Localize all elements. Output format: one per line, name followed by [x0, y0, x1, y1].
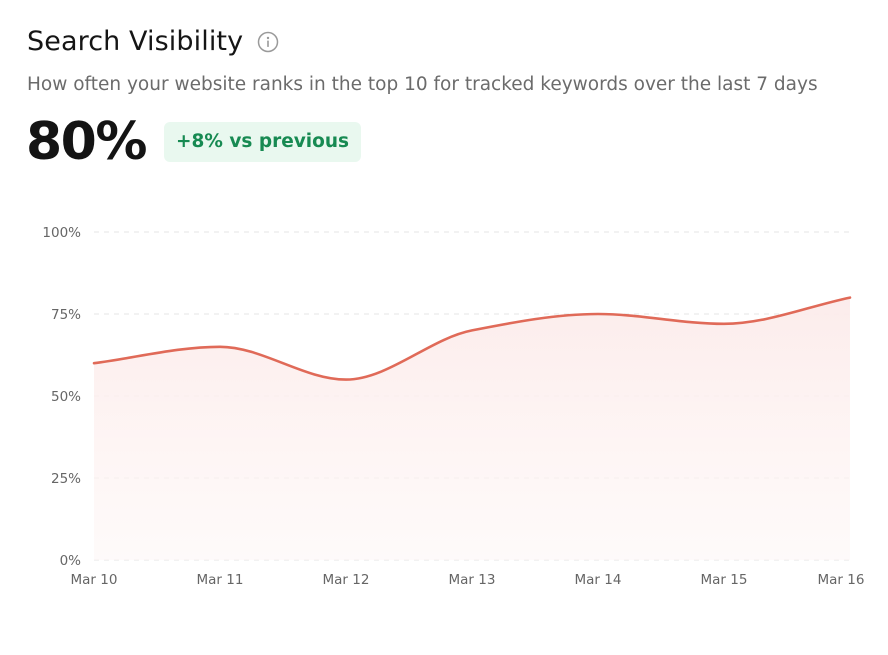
- x-axis-ticks: Mar 10 Mar 11 Mar 12 Mar 13 Mar 14 Mar 15 Mar …: [71, 572, 865, 588]
- card-subtitle: How often your website ranks in the top …: [27, 74, 818, 95]
- x-tick-label: Mar 12: [323, 572, 370, 588]
- x-tick-label: Mar 13: [449, 572, 496, 588]
- series-line: [92, 296, 852, 381]
- line-layer: [92, 296, 852, 381]
- card-title: Search Visibility: [27, 26, 244, 57]
- y-tick-label: 25%: [51, 471, 81, 487]
- metric-value: 80%: [26, 112, 147, 172]
- x-tick-label: Mar 11: [197, 572, 244, 588]
- y-tick-label: 75%: [51, 307, 81, 323]
- x-tick-label: Mar 14: [575, 572, 622, 588]
- visibility-chart: 0% 25% 50% 75% 100% Mar 10 Mar 11 Mar 12 Mar 13…: [42, 225, 865, 588]
- series-area: [94, 297, 850, 560]
- y-tick-label: 0%: [60, 553, 82, 569]
- x-tick-label: Mar 16: [818, 572, 865, 588]
- area-layer: [94, 297, 850, 560]
- card-header: Search Visibility: [27, 24, 279, 60]
- y-tick-label: 50%: [51, 389, 81, 405]
- info-icon[interactable]: [257, 31, 279, 53]
- y-tick-label: 100%: [42, 225, 81, 241]
- y-axis-ticks: 0% 25% 50% 75% 100%: [42, 225, 81, 569]
- metric-row: 80% +8% vs previous: [26, 110, 362, 174]
- delta-badge: +8% vs previous: [163, 122, 362, 162]
- x-tick-label: Mar 15: [701, 572, 748, 588]
- x-tick-label: Mar 10: [71, 572, 118, 588]
